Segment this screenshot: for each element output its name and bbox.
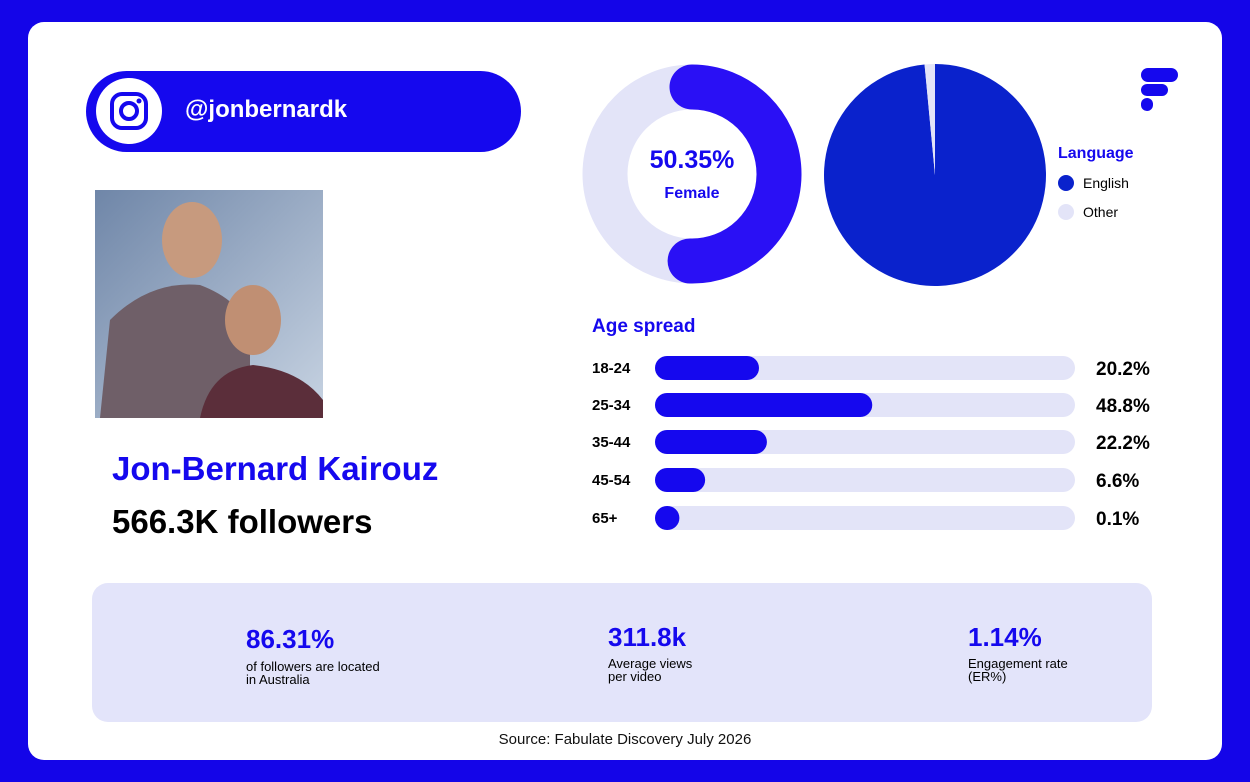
stat-label: Average views per video <box>608 656 693 684</box>
age-title: Age spread <box>592 316 695 337</box>
legend-title: Language <box>1058 145 1134 162</box>
profile-photo <box>200 365 323 418</box>
legend-label: English <box>1083 175 1129 191</box>
legend-swatch <box>1058 175 1074 191</box>
legend-label: Other <box>1083 204 1118 220</box>
bar-value-label: 20.2% <box>1096 359 1150 380</box>
instagram-badge <box>96 78 162 144</box>
stat-label: Engagement rate (ER%) <box>968 656 1068 684</box>
instagram-icon <box>136 98 142 104</box>
instagram-icon <box>110 92 148 130</box>
profile-photo <box>225 285 281 355</box>
bar-value-label: 0.1% <box>1096 509 1139 530</box>
donut-label: Female <box>664 185 719 202</box>
age-category: 25-34 <box>592 397 631 414</box>
age-category: 18-24 <box>592 360 631 377</box>
handle: @jonbernardk <box>185 96 348 123</box>
bar-value-label: 48.8% <box>1096 396 1150 417</box>
profile-photo <box>100 284 250 418</box>
profile-name: Jon-Bernard Kairouz <box>112 450 439 487</box>
source: Source: Fabulate Discovery July 2026 <box>498 731 752 748</box>
stats-panel <box>92 583 1152 722</box>
donut-value: 50.35% <box>650 146 735 174</box>
pie-slice <box>924 64 935 175</box>
bar-value-label: 22.2% <box>1096 433 1150 454</box>
profile-photo <box>162 202 222 278</box>
donut-arc <box>667 64 802 284</box>
age-category: 65+ <box>592 510 618 527</box>
followers: 566.3K followers <box>112 503 373 540</box>
logo <box>1141 68 1178 111</box>
stat-value: 311.8k <box>608 622 687 652</box>
age-category: 35-44 <box>592 434 631 451</box>
legend-swatch <box>1058 204 1074 220</box>
stat-value: 1.14% <box>968 622 1042 652</box>
instagram-icon <box>119 101 139 121</box>
age-category: 45-54 <box>592 472 631 489</box>
stat-value: 86.31% <box>246 624 335 654</box>
stat-label: of followers are located in Australia <box>246 659 380 687</box>
bar-value-label: 6.6% <box>1096 471 1139 492</box>
